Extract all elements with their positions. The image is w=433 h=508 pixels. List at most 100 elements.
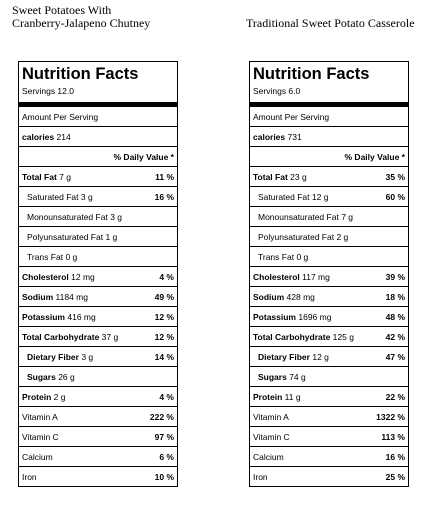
- calories-label: calories: [253, 131, 286, 142]
- nutrient-daily-value: 1322 %: [376, 411, 405, 422]
- nutrition-panel-left: Nutrition Facts Servings 12.0 Amount Per…: [18, 61, 178, 487]
- nutrient-row: Protein 11 g 22 %: [250, 387, 408, 407]
- nutrient-amount: 12 mg: [71, 271, 95, 282]
- nutrient-row: Potassium 416 mg 12 %: [19, 307, 177, 327]
- nutrient-row: Polyunsaturated Fat 1 g: [19, 227, 177, 247]
- nutrient-text: Potassium 416 mg: [22, 312, 96, 322]
- nutrient-daily-value: 14 %: [154, 351, 174, 362]
- nutrient-row: Protein 2 g 4 %: [19, 387, 177, 407]
- amount-per-serving-row: Amount Per Serving: [19, 107, 177, 127]
- nutrient-text: Polyunsaturated Fat 2 g: [258, 232, 348, 242]
- nutrient-amount: 12 g: [312, 351, 329, 362]
- nutrient-amount: 26 g: [58, 371, 75, 382]
- nutrient-row: Trans Fat 0 g: [250, 247, 408, 267]
- nutrient-row: Vitamin A 222 %: [19, 407, 177, 427]
- nutrient-row: Total Carbohydrate 125 g 42 %: [250, 327, 408, 347]
- nutrient-text: Monounsaturated Fat 7 g: [258, 212, 353, 222]
- nutrient-daily-value: 49 %: [154, 291, 174, 302]
- nutrient-text: Iron: [253, 472, 268, 482]
- nutrient-row: Iron 10 %: [19, 467, 177, 487]
- nutrient-label: Total Carbohydrate: [22, 331, 100, 342]
- nutrient-row: Total Carbohydrate 37 g 12 %: [19, 327, 177, 347]
- recipe-title-line1: Sweet Potatoes With: [12, 3, 112, 17]
- calories-row: calories 214: [19, 127, 177, 147]
- nutrient-amount: 3 g: [110, 211, 123, 222]
- nutrient-row: Total Fat 23 g 35 %: [250, 167, 408, 187]
- nutrient-row: Cholesterol 12 mg 4 %: [19, 267, 177, 287]
- thick-divider: [250, 102, 408, 107]
- nutrient-daily-value: 11 %: [155, 171, 174, 182]
- nutrient-row: Sodium 428 mg 18 %: [250, 287, 408, 307]
- nutrient-daily-value: 222 %: [149, 411, 174, 422]
- nutrient-amount: 7 g: [59, 171, 71, 182]
- nutrient-daily-value: 48 %: [385, 311, 405, 322]
- nutrient-text: Dietary Fiber 12 g: [258, 352, 329, 362]
- nutrient-label: Saturated Fat: [27, 191, 79, 202]
- recipe-title-right: Traditional Sweet Potato Casserole: [246, 17, 433, 30]
- nutrient-label: Polyunsaturated Fat: [258, 231, 335, 242]
- nutrient-daily-value: 16 %: [154, 191, 174, 202]
- nutrient-label: Sugars: [258, 371, 287, 382]
- nutrient-amount: 7 g: [341, 211, 354, 222]
- nutrient-text: Trans Fat 0 g: [258, 252, 308, 262]
- nutrient-label: Monounsaturated Fat: [258, 211, 339, 222]
- nutrient-amount: 0 g: [296, 251, 309, 262]
- panel-title: Nutrition Facts: [253, 65, 370, 83]
- nutrient-text: Cholesterol 117 mg: [253, 272, 330, 282]
- nutrient-text: Protein 11 g: [253, 392, 301, 402]
- nutrient-label: Cholesterol: [22, 271, 69, 282]
- amount-per-serving-label: Amount Per Serving: [22, 111, 99, 122]
- nutrient-amount: 37 g: [101, 331, 119, 342]
- nutrient-row: Saturated Fat 12 g 60 %: [250, 187, 408, 207]
- nutrient-label: Sodium: [253, 291, 285, 302]
- nutrient-row: Total Fat 7 g 11 %: [19, 167, 177, 187]
- calories-text: calories 731: [253, 132, 302, 142]
- amount-per-serving-row: Amount Per Serving: [250, 107, 408, 127]
- recipe-title-line1: Traditional Sweet Potato Casserole: [246, 16, 415, 30]
- nutrient-daily-value: 42 %: [385, 331, 405, 342]
- nutrient-label: Cholesterol: [253, 271, 300, 282]
- nutrient-row: Monounsaturated Fat 7 g: [250, 207, 408, 227]
- nutrient-row: Saturated Fat 3 g 16 %: [19, 187, 177, 207]
- nutrient-text: Vitamin C: [22, 432, 59, 442]
- nutrient-daily-value: 12 %: [154, 311, 174, 322]
- nutrient-text: Calcium: [22, 452, 53, 462]
- nutrient-label: Iron: [253, 471, 268, 482]
- nutrient-label: Polyunsaturated Fat: [27, 231, 104, 242]
- nutrient-amount: 2 g: [336, 231, 349, 242]
- daily-value-header: % Daily Value *: [113, 151, 174, 162]
- nutrient-row: Cholesterol 117 mg 39 %: [250, 267, 408, 287]
- nutrient-text: Total Carbohydrate 125 g: [253, 332, 354, 342]
- nutrient-label: Dietary Fiber: [258, 351, 310, 362]
- nutrient-amount: 3 g: [80, 191, 93, 202]
- nutrient-text: Sodium 1184 mg: [22, 292, 88, 302]
- calories-value: 731: [287, 131, 302, 142]
- nutrient-text: Saturated Fat 3 g: [27, 192, 93, 202]
- nutrient-text: Polyunsaturated Fat 1 g: [27, 232, 117, 242]
- nutrient-text: Potassium 1696 mg: [253, 312, 331, 322]
- nutrient-amount: 428 mg: [286, 291, 315, 302]
- nutrient-row: Polyunsaturated Fat 2 g: [250, 227, 408, 247]
- daily-value-header: % Daily Value *: [344, 151, 405, 162]
- nutrient-row: Trans Fat 0 g: [19, 247, 177, 267]
- nutrient-daily-value: 6 %: [159, 451, 174, 462]
- calories-label: calories: [22, 131, 55, 142]
- nutrient-amount: 0 g: [65, 251, 78, 262]
- recipe-title-line2: Cranberry-Jalapeno Chutney: [12, 16, 151, 30]
- nutrient-daily-value: 12 %: [154, 331, 174, 342]
- nutrient-text: Cholesterol 12 mg: [22, 272, 95, 282]
- nutrient-row: Monounsaturated Fat 3 g: [19, 207, 177, 227]
- calories-value: 214: [56, 131, 71, 142]
- nutrient-rows: Total Fat 23 g 35 % Saturated Fat 12 g 60 %…: [250, 167, 408, 487]
- panel-title: Nutrition Facts: [22, 65, 139, 83]
- nutrient-amount: 23 g: [290, 171, 307, 182]
- nutrient-label: Protein: [253, 391, 283, 402]
- nutrient-amount: 1184 mg: [55, 291, 88, 302]
- nutrient-text: Total Carbohydrate 37 g: [22, 332, 118, 342]
- nutrient-row: Vitamin A 1322 %: [250, 407, 408, 427]
- nutrient-daily-value: 39 %: [385, 271, 405, 282]
- nutrient-daily-value: 4 %: [159, 271, 174, 282]
- nutrient-text: Monounsaturated Fat 3 g: [27, 212, 122, 222]
- nutrient-row: Calcium 6 %: [19, 447, 177, 467]
- nutrient-text: Calcium: [253, 452, 284, 462]
